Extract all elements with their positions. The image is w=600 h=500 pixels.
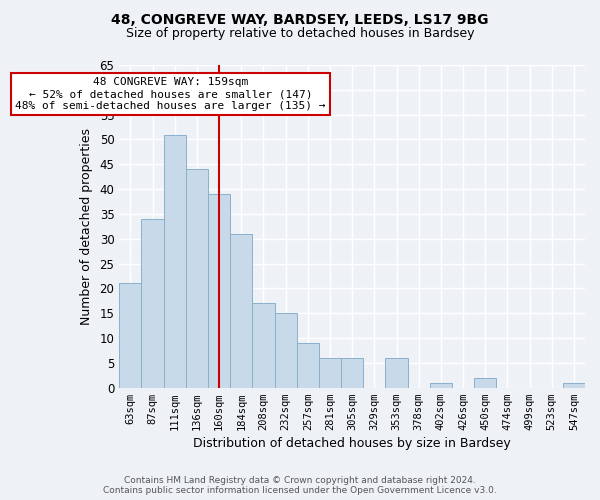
- Bar: [563, 382, 585, 388]
- Bar: [208, 194, 230, 388]
- Bar: [119, 284, 142, 388]
- Text: 48, CONGREVE WAY, BARDSEY, LEEDS, LS17 9BG: 48, CONGREVE WAY, BARDSEY, LEEDS, LS17 9…: [111, 12, 489, 26]
- X-axis label: Distribution of detached houses by size in Bardsey: Distribution of detached houses by size …: [193, 437, 511, 450]
- Text: Size of property relative to detached houses in Bardsey: Size of property relative to detached ho…: [126, 28, 474, 40]
- Bar: [253, 304, 275, 388]
- Bar: [230, 234, 253, 388]
- Bar: [341, 358, 363, 388]
- Bar: [474, 378, 496, 388]
- Text: 48 CONGREVE WAY: 159sqm
← 52% of detached houses are smaller (147)
48% of semi-d: 48 CONGREVE WAY: 159sqm ← 52% of detache…: [15, 78, 326, 110]
- Bar: [275, 313, 297, 388]
- Bar: [297, 343, 319, 388]
- Bar: [430, 382, 452, 388]
- Text: Contains HM Land Registry data © Crown copyright and database right 2024.
Contai: Contains HM Land Registry data © Crown c…: [103, 476, 497, 495]
- Bar: [186, 170, 208, 388]
- Bar: [319, 358, 341, 388]
- Bar: [164, 134, 186, 388]
- Bar: [142, 219, 164, 388]
- Bar: [385, 358, 407, 388]
- Y-axis label: Number of detached properties: Number of detached properties: [80, 128, 92, 325]
